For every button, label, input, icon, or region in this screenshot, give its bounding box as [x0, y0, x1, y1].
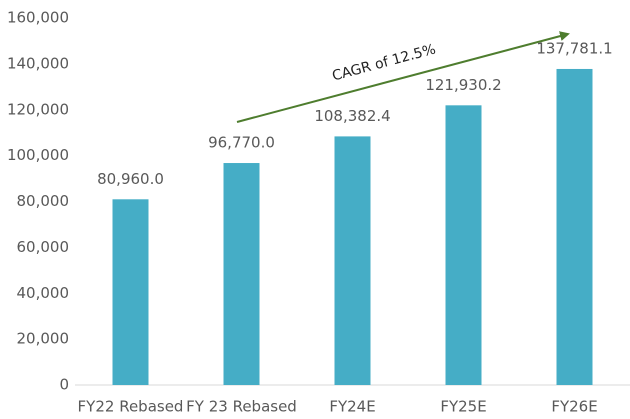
x-tick-label: FY 23 Rebased: [186, 398, 297, 416]
y-tick-label: 0: [59, 376, 69, 394]
y-tick-label: 140,000: [7, 54, 69, 72]
bar: [223, 163, 260, 385]
y-tick-label: 60,000: [17, 238, 70, 256]
data-label: 137,781.1: [536, 39, 612, 57]
bar: [445, 105, 482, 385]
x-tick-label: FY22 Rebased: [78, 398, 184, 416]
y-tick-label: 120,000: [7, 100, 69, 118]
y-tick-label: 100,000: [7, 146, 69, 164]
bar: [112, 199, 149, 385]
trend-arrow: [236, 31, 570, 123]
data-label: 96,770.0: [208, 134, 275, 152]
bar: [556, 68, 593, 385]
data-label: 121,930.2: [425, 76, 501, 94]
y-tick-label: 40,000: [17, 284, 70, 302]
x-tick-label: FY25E: [440, 398, 486, 416]
y-tick-label: 80,000: [17, 192, 70, 210]
y-tick-label: 160,000: [7, 9, 69, 27]
data-label: 80,960.0: [97, 170, 164, 188]
x-tick-label: FY26E: [551, 398, 597, 416]
x-tick-label: FY24E: [329, 398, 375, 416]
annotation: CAGR of 12.5%: [330, 41, 437, 84]
data-label: 108,382.4: [314, 107, 390, 125]
bar: [334, 136, 371, 385]
y-tick-label: 20,000: [17, 330, 70, 348]
